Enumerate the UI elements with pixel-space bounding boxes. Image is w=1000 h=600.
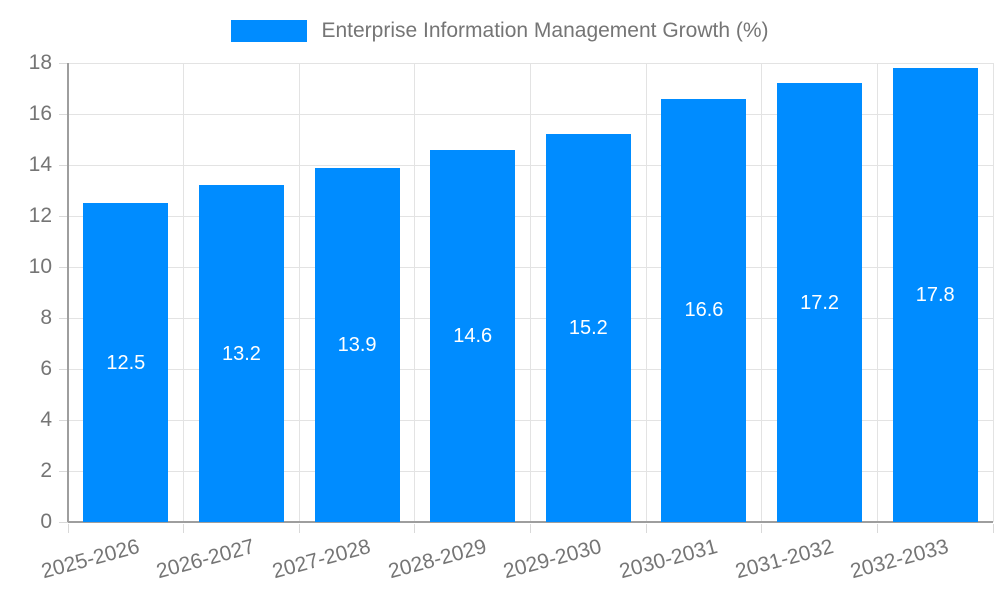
bar (777, 83, 863, 522)
bar (83, 203, 169, 522)
y-axis-tick (59, 368, 68, 370)
x-tick-label: 2027-2028 (270, 535, 374, 584)
y-axis-line (67, 63, 69, 522)
y-tick-label: 0 (40, 510, 52, 533)
bar-value-label: 15.2 (568, 317, 608, 340)
bar-value-label: 17.8 (915, 284, 955, 307)
y-tick-label: 12 (28, 204, 52, 227)
bar-value-label: 12.5 (106, 351, 146, 374)
x-axis-tick (992, 524, 994, 533)
bar (661, 98, 747, 522)
y-axis-tick (59, 317, 68, 319)
x-axis-line (68, 521, 993, 523)
gridline-vertical (761, 63, 763, 522)
y-tick-label: 6 (40, 357, 52, 380)
x-axis-tick (183, 524, 185, 533)
legend-item[interactable]: Enterprise Information Management Growth… (231, 19, 769, 43)
x-tick-label: 2028-2029 (385, 535, 489, 584)
x-tick-label: 2031-2032 (732, 535, 836, 584)
plot-area: 12.5 13.2 13.9 14.6 15.2 16.6 17.2 17.8 (59, 62, 994, 533)
legend-label: Enterprise Information Management Growth… (321, 19, 769, 42)
y-axis-labels: 0 2 4 6 8 10 12 14 16 18 (0, 51, 68, 533)
y-axis-tick (59, 521, 68, 523)
x-tick-label: 2029-2030 (501, 535, 605, 584)
x-axis-tick (414, 524, 416, 533)
bar (545, 134, 631, 522)
x-tick-label: 2032-2033 (848, 535, 952, 584)
bar (198, 185, 284, 522)
y-tick-label: 4 (40, 408, 52, 431)
x-tick-label: 2026-2027 (154, 535, 258, 584)
y-tick-label: 8 (40, 306, 52, 329)
bar-value-label: 14.6 (453, 324, 493, 347)
x-axis-tick (67, 524, 69, 533)
x-axis-tick (298, 524, 300, 533)
bar-value-label: 13.9 (337, 333, 377, 356)
x-tick-label: 2030-2031 (616, 535, 720, 584)
bar-value-label: 17.2 (800, 291, 840, 314)
x-tick-label: 2025-2026 (38, 535, 142, 584)
y-axis-tick (59, 215, 68, 217)
x-axis-tick (530, 524, 531, 533)
legend-swatch-icon (231, 20, 308, 42)
y-axis-tick (59, 113, 68, 115)
bar-value-label: 16.6 (684, 299, 724, 322)
y-tick-label: 2 (40, 459, 52, 482)
legend: Enterprise Information Management Growth… (0, 19, 1000, 43)
y-axis-tick (59, 470, 68, 472)
y-axis-tick (59, 419, 68, 421)
x-axis-tick (876, 524, 878, 533)
gridline-vertical (530, 63, 531, 522)
bar (430, 149, 516, 522)
y-tick-label: 18 (28, 51, 52, 74)
gridline-vertical (414, 63, 416, 522)
x-axis-tick (761, 524, 763, 533)
bar (314, 167, 400, 522)
bar-value-label: 13.2 (221, 342, 261, 365)
y-tick-label: 10 (28, 255, 52, 278)
bar (892, 68, 978, 522)
gridline-vertical (183, 63, 185, 522)
gridline-vertical (876, 63, 878, 522)
y-axis-tick (59, 266, 68, 268)
gridline-vertical (645, 63, 647, 522)
y-tick-label: 16 (28, 102, 52, 125)
x-axis-tick (645, 524, 647, 533)
y-tick-label: 14 (28, 153, 52, 176)
y-axis-tick (59, 164, 68, 166)
y-axis-tick (59, 62, 68, 64)
gridline-vertical (992, 63, 994, 522)
gridline-vertical (298, 63, 300, 522)
